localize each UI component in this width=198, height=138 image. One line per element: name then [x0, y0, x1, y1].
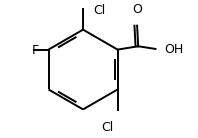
Text: Cl: Cl [93, 4, 105, 17]
Text: O: O [133, 3, 143, 16]
Text: Cl: Cl [101, 121, 113, 134]
Text: F: F [32, 44, 39, 57]
Text: OH: OH [164, 43, 183, 56]
